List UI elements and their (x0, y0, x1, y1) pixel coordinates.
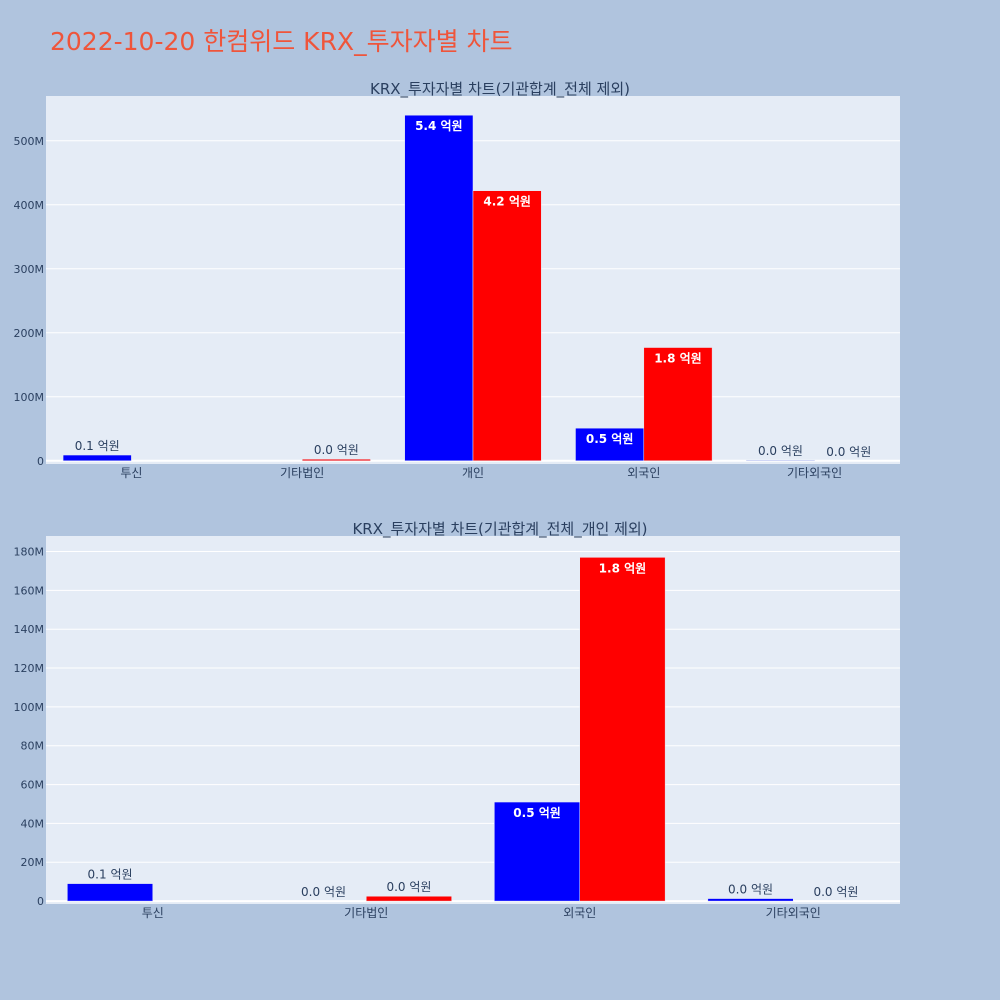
bar (707, 898, 794, 902)
chart-panel-1: KRX_투자자별 차트(기관합계_전체 제외) 0 100M 200M 300M 400M… (14, 80, 900, 480)
x-tick-label: 기타외국인 (766, 906, 821, 920)
x-tick-label: 기타법인 (280, 466, 324, 480)
y-tick-label: 300M (14, 263, 45, 276)
bar (301, 458, 371, 462)
data-label: 0.0 억원 (826, 445, 871, 459)
y-tick-label: 160M (14, 584, 45, 597)
chart-title: KRX_투자자별 차트(기관합계_전체_개인 제외) (352, 520, 647, 539)
bar (404, 114, 474, 462)
bar (67, 883, 153, 902)
data-label: 0.5 억원 (586, 432, 634, 446)
data-label: 0.0 억원 (728, 883, 773, 897)
y-tick-label: 40M (21, 817, 45, 830)
data-label: 0.1 억원 (88, 868, 133, 882)
data-label: 0.0 억원 (758, 444, 803, 458)
bar (643, 347, 713, 462)
x-tick-label: 외국인 (627, 466, 660, 480)
page-title: 2022-10-20 한컴위드 KRX_투자자별 차트 (50, 27, 513, 56)
y-tick-label: 500M (14, 135, 45, 148)
plot-area (46, 536, 900, 904)
x-tick-label: 투신 (120, 466, 142, 480)
y-tick-label: 180M (14, 546, 45, 559)
bar (62, 454, 132, 462)
y-tick-label: 80M (21, 740, 45, 753)
y-tick-label: 100M (14, 701, 45, 714)
bar (494, 801, 581, 902)
y-tick-label: 140M (14, 623, 45, 636)
data-label: 0.0 억원 (813, 885, 858, 899)
data-label: 5.4 억원 (415, 119, 463, 133)
data-label: 0.1 억원 (75, 439, 120, 453)
data-label: 0.0 억원 (301, 885, 346, 899)
data-label: 0.5 억원 (513, 806, 561, 820)
chart-panel-2: KRX_투자자별 차트(기관합계_전체_개인 제외) 0 20M 40M 60M 80M 1… (14, 520, 900, 920)
y-tick-label: 200M (14, 327, 45, 340)
x-tick-label: 개인 (462, 466, 484, 480)
bar (579, 557, 666, 902)
data-label: 0.0 억원 (386, 880, 431, 894)
data-label: 1.8 억원 (599, 561, 647, 575)
bar (366, 895, 452, 902)
bar (575, 427, 645, 462)
data-label: 1.8 억원 (654, 352, 702, 366)
y-tick-label: 400M (14, 199, 45, 212)
x-tick-label: 기타외국인 (787, 466, 842, 480)
y-tick-label: 0 (37, 455, 44, 468)
bar (472, 190, 542, 462)
bar (746, 459, 815, 462)
y-tick-label: 100M (14, 391, 45, 404)
chart-title: KRX_투자자별 차트(기관합계_전체 제외) (370, 80, 630, 99)
data-label: 0.0 억원 (314, 443, 359, 457)
x-tick-label: 기타법인 (344, 906, 388, 920)
y-tick-label: 60M (21, 779, 45, 792)
data-label: 4.2 억원 (483, 195, 531, 209)
y-tick-label: 0 (37, 895, 44, 908)
y-tick-label: 20M (21, 856, 45, 869)
x-tick-label: 투신 (142, 906, 164, 920)
x-tick-label: 외국인 (563, 906, 596, 920)
y-tick-label: 120M (14, 662, 45, 675)
